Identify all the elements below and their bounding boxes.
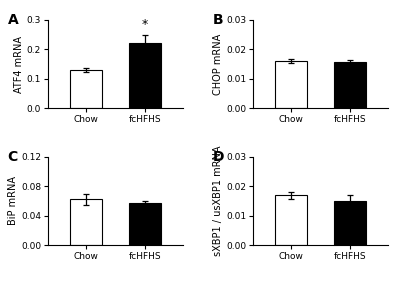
Y-axis label: sXBP1 / usXBP1 mRNA: sXBP1 / usXBP1 mRNA: [213, 146, 223, 256]
Text: *: *: [142, 18, 148, 31]
Text: C: C: [8, 150, 18, 164]
Bar: [70, 70, 102, 108]
Bar: [275, 195, 307, 245]
Bar: [334, 62, 366, 108]
Y-axis label: CHOP mRNA: CHOP mRNA: [213, 33, 223, 95]
Text: A: A: [8, 13, 18, 27]
Bar: [129, 44, 161, 108]
Text: B: B: [213, 13, 223, 27]
Text: D: D: [213, 150, 224, 164]
Bar: [275, 61, 307, 108]
Bar: [334, 201, 366, 245]
Y-axis label: BiP mRNA: BiP mRNA: [8, 176, 18, 225]
Y-axis label: ATF4 mRNA: ATF4 mRNA: [14, 36, 24, 93]
Bar: [129, 203, 161, 245]
Bar: [70, 200, 102, 245]
